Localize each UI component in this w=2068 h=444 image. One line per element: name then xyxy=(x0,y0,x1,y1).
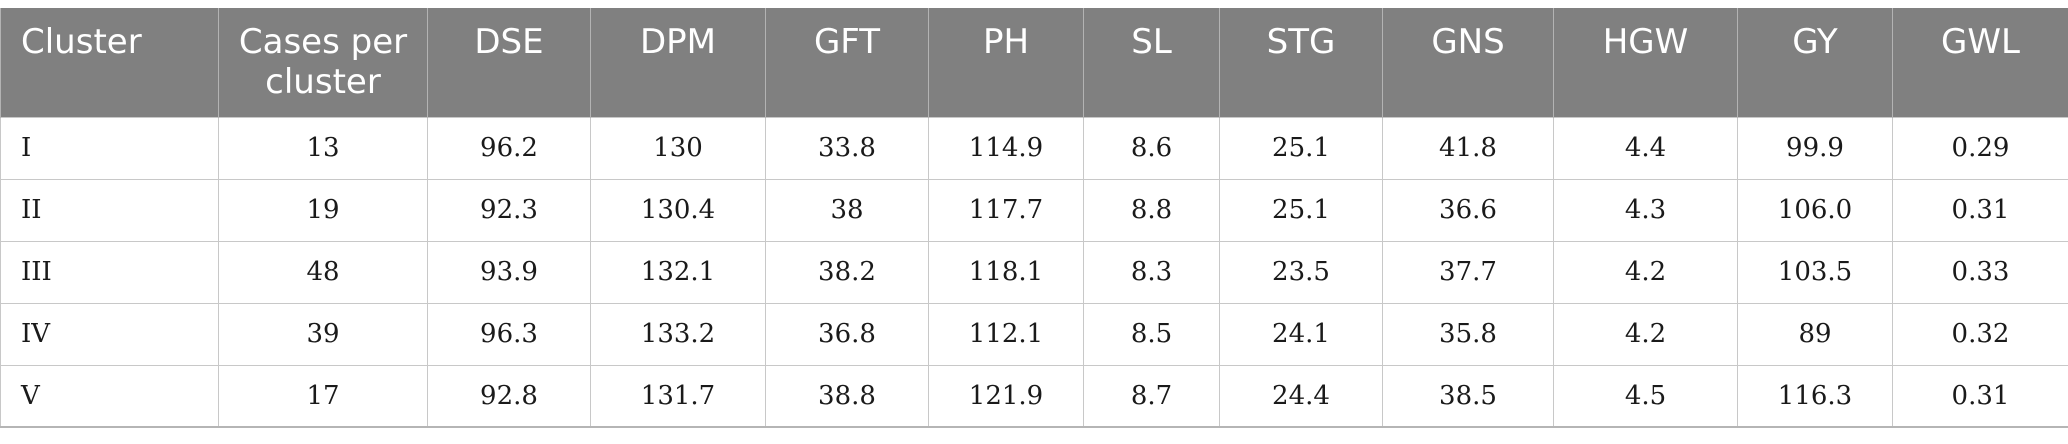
cell-stg: 24.4 xyxy=(1219,364,1383,428)
header-gns: GNS xyxy=(1382,8,1554,117)
table-row: I 13 96.2 130 33.8 114.9 8.6 25.1 41.8 4… xyxy=(0,116,2068,180)
header-cases-per-cluster: Cases per cluster xyxy=(218,8,428,117)
header-dpm: DPM xyxy=(590,8,766,117)
cell-hgw: 4.3 xyxy=(1553,178,1738,242)
cell-gy: 89 xyxy=(1737,302,1893,366)
cell-ph: 121.9 xyxy=(928,364,1084,428)
cell-gy: 103.5 xyxy=(1737,240,1893,304)
cell-ph: 118.1 xyxy=(928,240,1084,304)
cell-hgw: 4.2 xyxy=(1553,302,1738,366)
header-cluster: Cluster xyxy=(0,8,219,117)
table-row: II 19 92.3 130.4 38 117.7 8.8 25.1 36.6 … xyxy=(0,178,2068,242)
cell-gns: 41.8 xyxy=(1382,116,1554,180)
cell-stg: 23.5 xyxy=(1219,240,1383,304)
cell-hgw: 4.2 xyxy=(1553,240,1738,304)
cell-cluster: V xyxy=(0,364,219,428)
cell-gns: 35.8 xyxy=(1382,302,1554,366)
header-gy: GY xyxy=(1737,8,1893,117)
cell-sl: 8.5 xyxy=(1083,302,1220,366)
cell-dpm: 131.7 xyxy=(590,364,766,428)
cell-dpm: 133.2 xyxy=(590,302,766,366)
table-row: III 48 93.9 132.1 38.2 118.1 8.3 23.5 37… xyxy=(0,240,2068,304)
cell-gft: 36.8 xyxy=(765,302,929,366)
table-row: V 17 92.8 131.7 38.8 121.9 8.7 24.4 38.5… xyxy=(0,364,2068,428)
cell-gns: 36.6 xyxy=(1382,178,1554,242)
cell-gwl: 0.31 xyxy=(1892,178,2068,242)
cell-gft: 38.8 xyxy=(765,364,929,428)
cell-gns: 37.7 xyxy=(1382,240,1554,304)
header-hgw: HGW xyxy=(1553,8,1738,117)
cell-hgw: 4.4 xyxy=(1553,116,1738,180)
cell-cases: 19 xyxy=(218,178,428,242)
cell-stg: 24.1 xyxy=(1219,302,1383,366)
header-ph: PH xyxy=(928,8,1084,117)
table-row: IV 39 96.3 133.2 36.8 112.1 8.5 24.1 35.… xyxy=(0,302,2068,366)
cluster-means-table: Cluster Cases per cluster DSE DPM GFT PH… xyxy=(0,8,2068,428)
cell-cluster: IV xyxy=(0,302,219,366)
cell-gy: 99.9 xyxy=(1737,116,1893,180)
cell-cluster: II xyxy=(0,178,219,242)
cell-gns: 38.5 xyxy=(1382,364,1554,428)
header-gft: GFT xyxy=(765,8,929,117)
cell-dse: 96.2 xyxy=(427,116,591,180)
cell-hgw: 4.5 xyxy=(1553,364,1738,428)
cell-stg: 25.1 xyxy=(1219,178,1383,242)
cell-gwl: 0.32 xyxy=(1892,302,2068,366)
cell-gy: 116.3 xyxy=(1737,364,1893,428)
cell-dpm: 132.1 xyxy=(590,240,766,304)
cell-stg: 25.1 xyxy=(1219,116,1383,180)
cell-dse: 93.9 xyxy=(427,240,591,304)
cell-gft: 33.8 xyxy=(765,116,929,180)
cell-cluster: I xyxy=(0,116,219,180)
header-gwl: GWL xyxy=(1892,8,2068,117)
cell-cluster: III xyxy=(0,240,219,304)
cell-sl: 8.8 xyxy=(1083,178,1220,242)
cell-gft: 38 xyxy=(765,178,929,242)
cell-gwl: 0.31 xyxy=(1892,364,2068,428)
cell-gwl: 0.29 xyxy=(1892,116,2068,180)
cell-sl: 8.7 xyxy=(1083,364,1220,428)
cell-sl: 8.6 xyxy=(1083,116,1220,180)
data-table-container: Cluster Cases per cluster DSE DPM GFT PH… xyxy=(0,8,2068,428)
cell-gy: 106.0 xyxy=(1737,178,1893,242)
header-sl: SL xyxy=(1083,8,1220,117)
cell-cases: 17 xyxy=(218,364,428,428)
cell-dse: 96.3 xyxy=(427,302,591,366)
cell-ph: 114.9 xyxy=(928,116,1084,180)
cell-dse: 92.3 xyxy=(427,178,591,242)
cell-ph: 117.7 xyxy=(928,178,1084,242)
cell-sl: 8.3 xyxy=(1083,240,1220,304)
table-header-row: Cluster Cases per cluster DSE DPM GFT PH… xyxy=(0,8,2068,117)
header-stg: STG xyxy=(1219,8,1383,117)
cell-dpm: 130 xyxy=(590,116,766,180)
cell-gwl: 0.33 xyxy=(1892,240,2068,304)
cell-cases: 39 xyxy=(218,302,428,366)
header-dse: DSE xyxy=(427,8,591,117)
cell-ph: 112.1 xyxy=(928,302,1084,366)
cell-cases: 13 xyxy=(218,116,428,180)
cell-dse: 92.8 xyxy=(427,364,591,428)
cell-cases: 48 xyxy=(218,240,428,304)
cell-dpm: 130.4 xyxy=(590,178,766,242)
cell-gft: 38.2 xyxy=(765,240,929,304)
